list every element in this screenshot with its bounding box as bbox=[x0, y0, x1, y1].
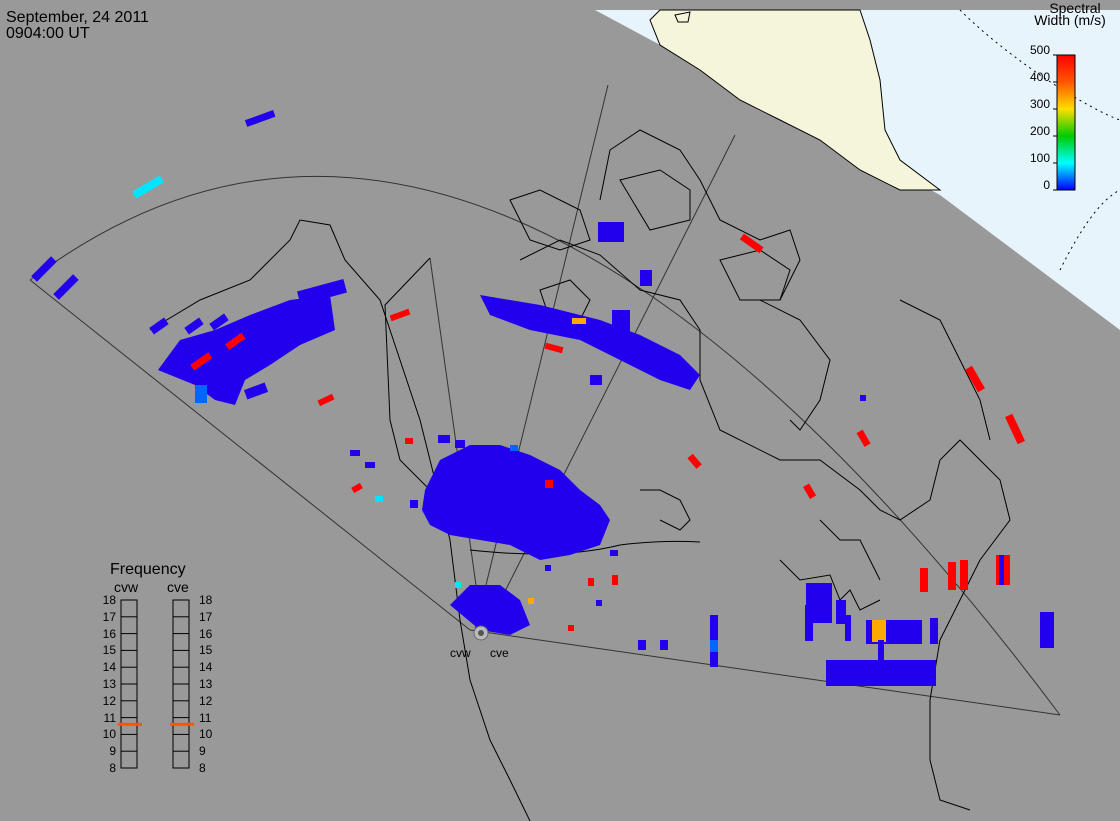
cvw-frequency-tick-label: 17 bbox=[102, 609, 116, 624]
cve-frequency-tick-label: 11 bbox=[199, 710, 212, 725]
cvw-frequency-marker bbox=[118, 722, 142, 726]
cve-frequency-tick-label: 17 bbox=[199, 609, 213, 624]
colorbar-tick-label: 400 bbox=[1029, 70, 1050, 84]
cve-frequency-tick-label: 15 bbox=[199, 643, 213, 658]
colorbar-tick-label: 300 bbox=[1029, 97, 1050, 111]
radar-site-marker bbox=[473, 625, 489, 641]
radar-label-cvw: cvw bbox=[450, 646, 471, 660]
cvw-frequency-tick-label: 9 bbox=[109, 744, 116, 759]
colorbar-tick-label: 200 bbox=[1029, 124, 1050, 138]
frequency-col-cvw: cvw bbox=[114, 579, 139, 595]
colorbar-gradient bbox=[1056, 54, 1076, 191]
cvw-frequency-tick-label: 8 bbox=[109, 761, 116, 775]
cve-frequency-tick-label: 8 bbox=[199, 761, 206, 775]
cve-frequency-tick-label: 13 bbox=[199, 677, 213, 691]
cve-frequency-tick-label: 18 bbox=[199, 593, 213, 607]
daylight-region bbox=[595, 9, 1120, 330]
colorbar-tick-label: 100 bbox=[1029, 151, 1050, 165]
backscatter-cells bbox=[31, 110, 1054, 686]
spectral-width-colorbar bbox=[1053, 54, 1076, 191]
cvw-frequency-tick-label: 12 bbox=[102, 693, 116, 708]
cve-frequency-tick-label: 12 bbox=[199, 693, 213, 708]
date-label: September, 24 2011 bbox=[6, 9, 149, 26]
cvw-frequency-tick-label: 14 bbox=[102, 660, 116, 675]
cve-frequency-tick-label: 9 bbox=[199, 744, 206, 759]
cve-frequency-tick-label: 14 bbox=[199, 660, 213, 675]
cvw-frequency-tick-label: 11 bbox=[103, 710, 116, 725]
radar-label-cve: cve bbox=[490, 646, 509, 660]
frequency-col-cve: cve bbox=[167, 579, 189, 595]
cvw-frequency-tick-label: 10 bbox=[102, 727, 116, 742]
coastlines bbox=[149, 129, 1011, 821]
radar-field-of-view bbox=[29, 84, 1061, 716]
cve-frequency-marker bbox=[170, 722, 194, 726]
time-label: 0904:00 UT bbox=[6, 25, 90, 42]
cvw-frequency-tick-label: 15 bbox=[102, 643, 116, 658]
frequency-title: Frequency bbox=[110, 561, 186, 578]
colorbar-tick-label: 0 bbox=[1043, 178, 1050, 192]
cvw-frequency-tick-label: 16 bbox=[102, 626, 116, 641]
cvw-frequency-tick-label: 13 bbox=[102, 677, 116, 691]
frequency-panels bbox=[118, 599, 194, 769]
cve-frequency-tick-label: 10 bbox=[199, 727, 213, 742]
cvw-frequency-tick-label: 18 bbox=[102, 593, 116, 607]
cve-frequency-tick-label: 16 bbox=[199, 626, 213, 641]
colorbar-title-line1: Spectral bbox=[1049, 0, 1101, 16]
colorbar-tick-label: 500 bbox=[1029, 43, 1050, 57]
colorbar-title-line2: Width (m/s) bbox=[1034, 12, 1106, 28]
